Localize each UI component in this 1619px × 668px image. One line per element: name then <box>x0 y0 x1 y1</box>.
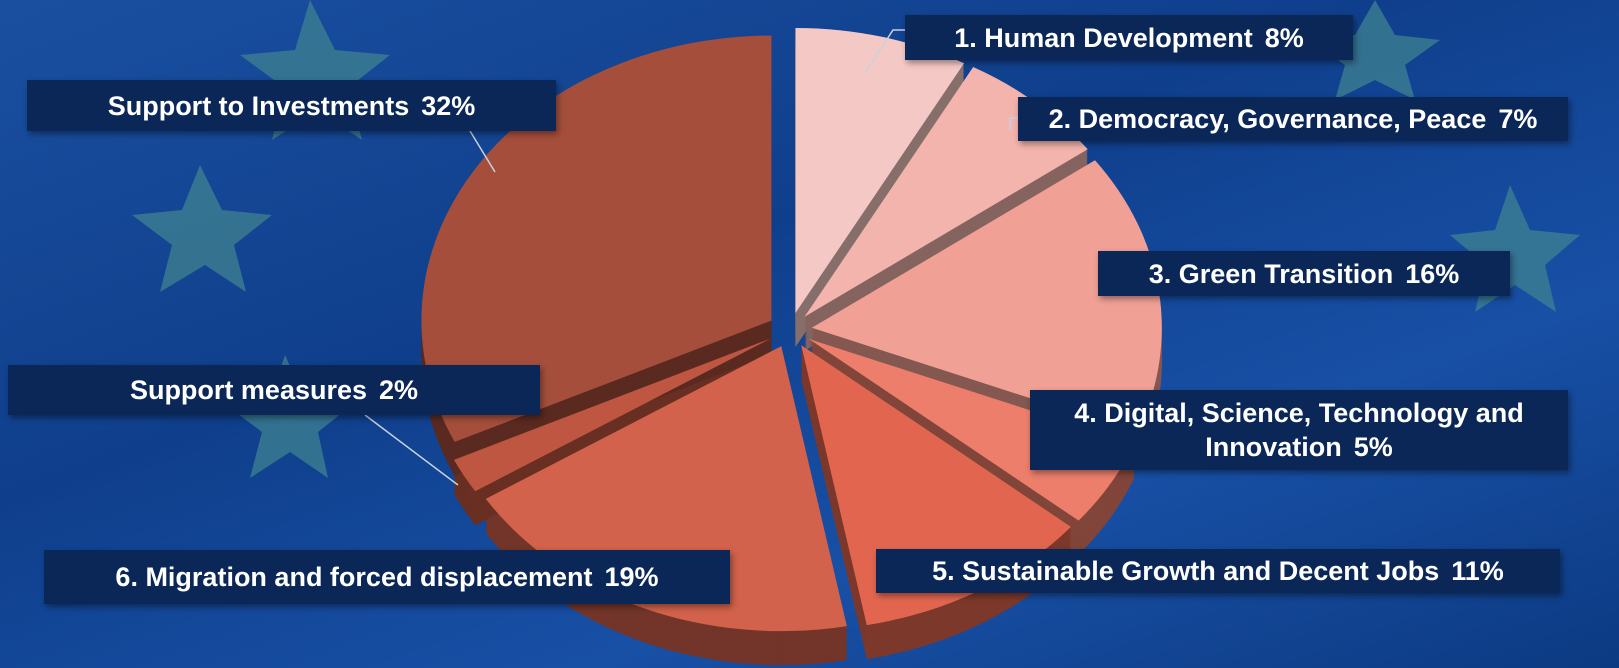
slice-label: 6. Migration and forced displacement 19% <box>44 550 730 604</box>
label-text: 1. Human Development 8% <box>954 21 1304 55</box>
label-text: 2. Democracy, Governance, Peace 7% <box>1049 102 1538 136</box>
slice-label: 3. Green Transition 16% <box>1098 251 1510 296</box>
category-name: 2. Democracy, Governance, Peace <box>1049 104 1487 134</box>
value-label: 8% <box>1265 23 1304 53</box>
label-text: 6. Migration and forced displacement 19% <box>115 560 658 594</box>
category-name: 1. Human Development <box>954 23 1253 53</box>
category-name: 5. Sustainable Growth and Decent Jobs <box>932 556 1439 586</box>
slice-label: 1. Human Development 8% <box>905 15 1353 60</box>
label-text: 5. Sustainable Growth and Decent Jobs 11% <box>932 554 1504 588</box>
value-label: 7% <box>1498 104 1537 134</box>
category-name: 4. Digital, Science, Technology and Inno… <box>1074 398 1524 462</box>
category-name: Support to Investments <box>108 91 410 121</box>
label-text: 4. Digital, Science, Technology and Inno… <box>1049 396 1549 464</box>
slice-label: 5. Sustainable Growth and Decent Jobs 11% <box>876 549 1560 593</box>
slice-label: 4. Digital, Science, Technology and Inno… <box>1030 390 1568 470</box>
chart: 1. Human Development 8% 2. Democracy, Gove… <box>0 0 1619 668</box>
slice-label: Support measures 2% <box>8 365 540 415</box>
slice-label: Support to Investments 32% <box>27 80 556 131</box>
value-label: 19% <box>605 562 659 592</box>
value-label: 11% <box>1451 556 1504 586</box>
value-label: 5% <box>1354 432 1393 462</box>
label-text: Support measures 2% <box>130 373 418 407</box>
value-label: 2% <box>379 375 418 405</box>
label-text: Support to Investments 32% <box>108 89 476 123</box>
value-label: 32% <box>421 91 475 121</box>
category-name: Support measures <box>130 375 367 405</box>
category-name: 3. Green Transition <box>1149 259 1394 289</box>
label-text: 3. Green Transition 16% <box>1149 257 1460 291</box>
category-name: 6. Migration and forced displacement <box>115 562 592 592</box>
slice-label: 2. Democracy, Governance, Peace 7% <box>1018 97 1568 141</box>
value-label: 16% <box>1405 259 1459 289</box>
